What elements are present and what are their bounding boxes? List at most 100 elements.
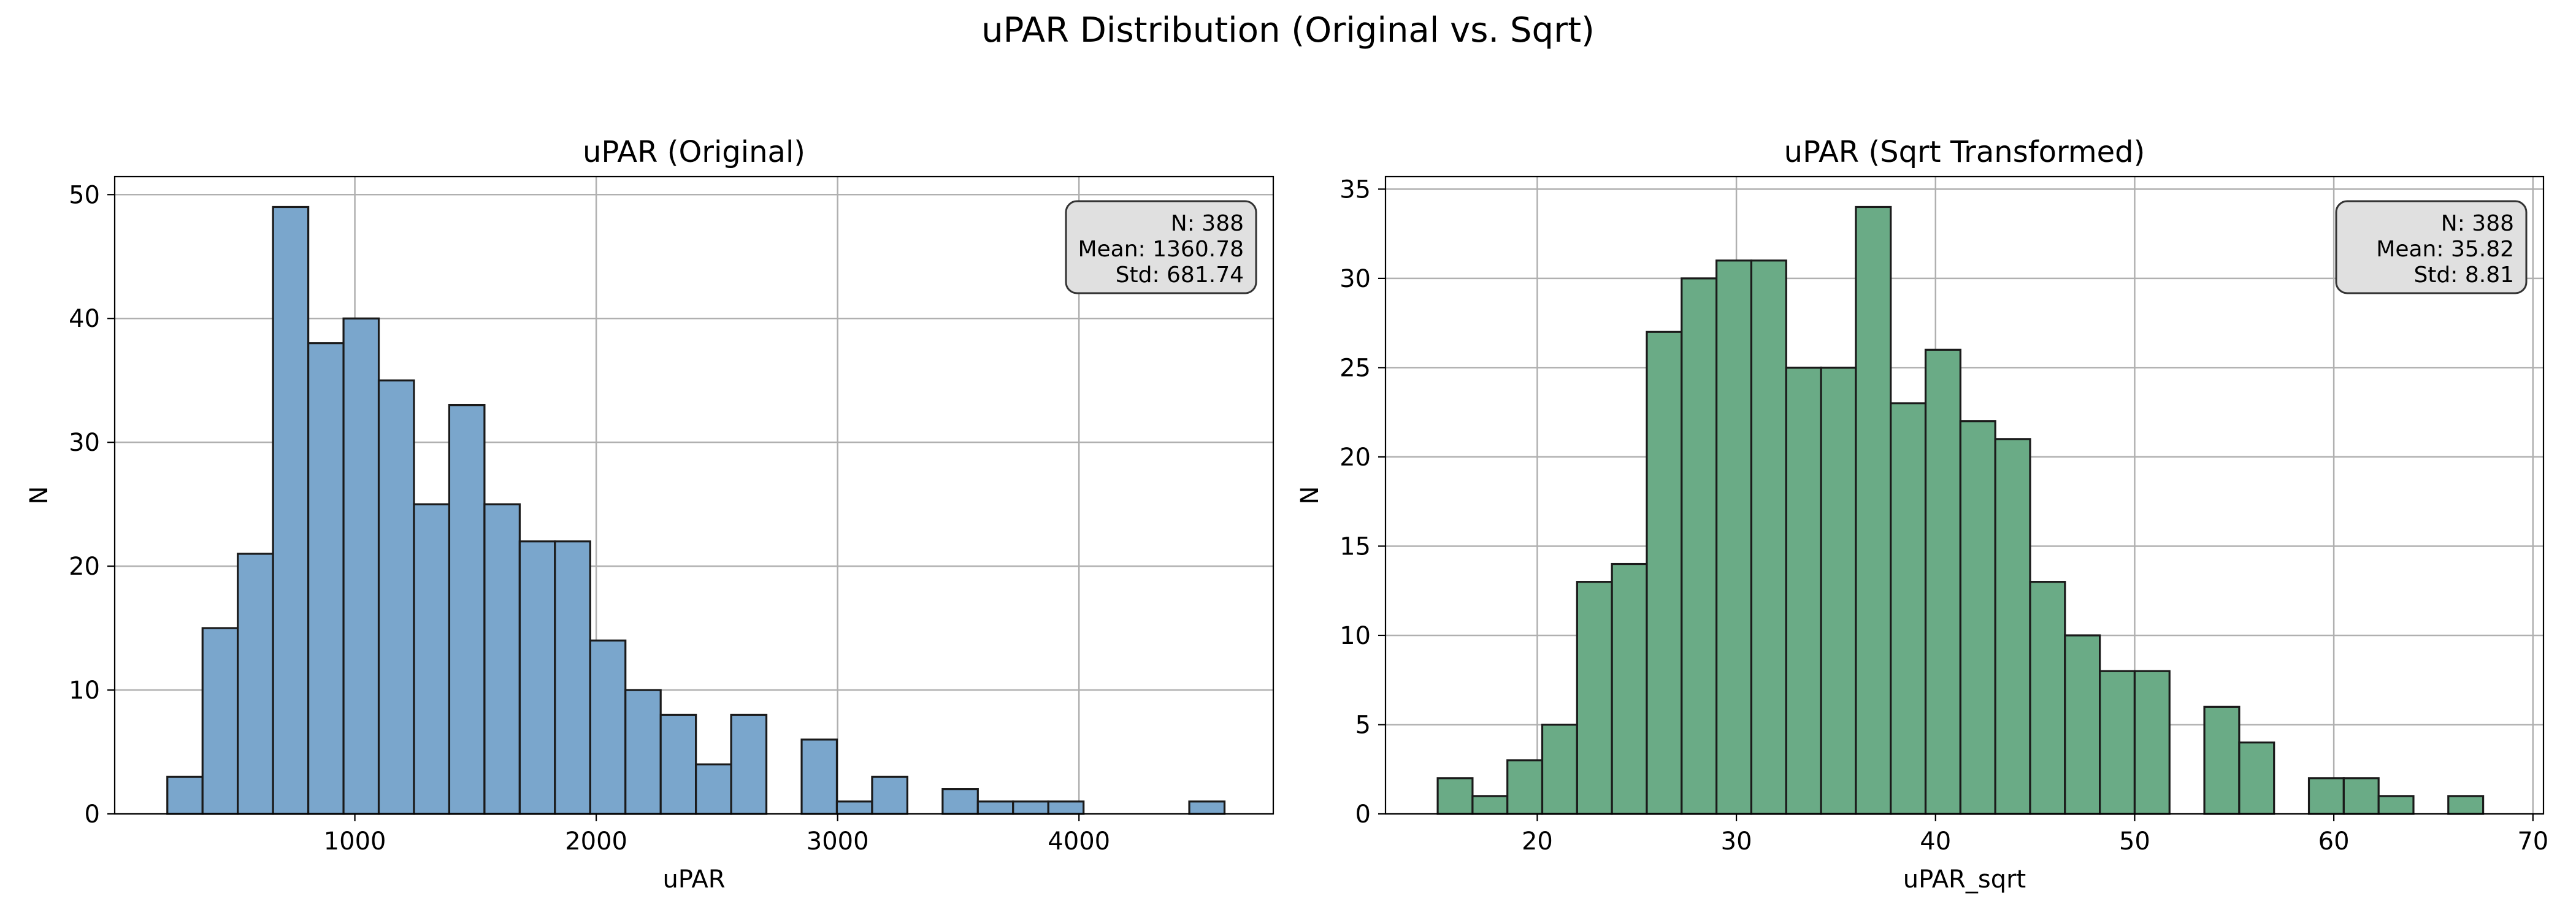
histogram-bar xyxy=(166,775,204,815)
histogram-bar xyxy=(1924,348,1961,815)
histogram-bar xyxy=(589,639,627,815)
axes-frame xyxy=(113,175,1275,815)
y-tick-label: 15 xyxy=(1340,532,1371,561)
histogram-bar xyxy=(2377,795,2415,815)
x-tick-label: 1000 xyxy=(324,827,386,856)
histogram-bar xyxy=(518,540,556,815)
histogram-bar xyxy=(342,317,380,815)
histogram-bar xyxy=(554,540,591,815)
x-tick-label: 4000 xyxy=(1048,827,1110,856)
histogram-bar xyxy=(272,205,310,815)
histogram-bar xyxy=(2447,795,2485,815)
histogram-bar xyxy=(1890,402,1927,815)
y-axis-label: N xyxy=(1296,486,1324,505)
x-tick-label: 60 xyxy=(2318,827,2350,856)
x-tick-label: 40 xyxy=(1920,827,1951,856)
stats-box-line: Std: 8.81 xyxy=(2413,263,2514,288)
histogram-bar xyxy=(1188,800,1226,815)
histogram-bar xyxy=(1820,366,1857,815)
y-tick-label: 50 xyxy=(69,181,100,209)
axes-frame xyxy=(1384,175,2545,815)
stats-box-line: Mean: 35.82 xyxy=(2376,237,2514,262)
x-tick-label: 30 xyxy=(1721,827,1752,856)
stats-box-background xyxy=(1065,200,1257,294)
histogram-bar xyxy=(1785,366,1822,815)
histogram-bar xyxy=(377,379,415,815)
histogram-bar xyxy=(1047,800,1085,815)
histogram-bar xyxy=(1681,277,1718,815)
histogram-bar xyxy=(2342,777,2380,815)
histogram-bar xyxy=(2064,634,2101,815)
subplot-1: 1000 2000 3000 4000 0 10 20 30 40 50 uPAR (Origina… xyxy=(25,135,1275,894)
x-axis-label: uPAR_sqrt xyxy=(1903,865,2026,894)
histogram-bar xyxy=(800,738,838,815)
histogram-bar xyxy=(2029,581,2066,815)
histogram-bar xyxy=(237,553,274,815)
histogram-bar xyxy=(976,800,1014,815)
histogram-bar xyxy=(1959,420,1996,815)
histogram-bar xyxy=(2099,670,2136,815)
y-tick-label: 5 xyxy=(1355,711,1371,739)
subplot-2: 20 30 40 50 60 70 0 5 10 15 20 25 30 35 uPAR (Sqrt Tra… xyxy=(1296,135,2548,894)
histogram-bar xyxy=(1576,581,1613,815)
y-tick-label: 10 xyxy=(1340,622,1371,650)
x-tick-label: 50 xyxy=(2119,827,2150,856)
histogram-bars xyxy=(166,205,1226,815)
histogram-bar xyxy=(1012,800,1049,815)
y-tick-label: 20 xyxy=(1340,443,1371,472)
subplot-title: uPAR (Original) xyxy=(583,135,805,169)
histogram-bar xyxy=(2307,777,2345,815)
histogram-bar xyxy=(1646,331,1683,815)
x-tick-label: 70 xyxy=(2517,827,2548,856)
histogram-bar xyxy=(941,788,979,815)
histogram-bar xyxy=(659,713,697,815)
histogram-bar xyxy=(2133,670,2171,815)
x-tick-label: 20 xyxy=(1522,827,1553,856)
histogram-bar xyxy=(1506,759,1544,815)
histogram-bar xyxy=(201,627,239,815)
histogram-bar xyxy=(695,763,732,815)
histogram-bar xyxy=(1471,795,1509,815)
histogram-bar xyxy=(1541,723,1578,815)
x-tick-label: 3000 xyxy=(807,827,869,856)
y-tick-label: 0 xyxy=(1355,800,1371,829)
x-axis-label: uPAR xyxy=(662,865,725,894)
y-tick-label: 10 xyxy=(69,677,100,705)
histogram-bar xyxy=(1436,777,1474,815)
stats-box-line: Mean: 1360.78 xyxy=(1078,237,1244,262)
histogram-bar xyxy=(1611,562,1648,815)
subplot-title: uPAR (Sqrt Transformed) xyxy=(1784,135,2145,169)
histogram-bar xyxy=(483,503,521,815)
y-tick-label: 30 xyxy=(1340,265,1371,293)
histogram-bars xyxy=(1436,205,2485,815)
y-tick-label: 30 xyxy=(69,429,100,457)
histogram-bar xyxy=(871,775,908,815)
histogram-bar xyxy=(307,342,345,815)
stats-box-background xyxy=(2335,200,2528,294)
histogram-bar xyxy=(730,713,768,815)
stats-box-line: Std: 681.74 xyxy=(1116,263,1244,288)
histogram-bar xyxy=(624,689,662,815)
y-tick-label: 0 xyxy=(85,800,100,829)
histogram-bar xyxy=(2238,741,2275,815)
y-tick-label: 20 xyxy=(69,553,100,581)
y-tick-label: 25 xyxy=(1340,354,1371,382)
stats-box-line: N: 388 xyxy=(1171,211,1244,236)
histogram-bar xyxy=(1855,205,1892,815)
histogram-bar xyxy=(448,404,486,815)
histogram-bar xyxy=(2203,705,2241,815)
x-tick-label: 2000 xyxy=(565,827,627,856)
histogram-bar xyxy=(413,503,451,815)
histogram-bar xyxy=(1715,259,1753,815)
histogram-bar xyxy=(835,800,873,815)
histogram-bar xyxy=(1994,438,2031,815)
stats-box-line: N: 388 xyxy=(2441,211,2514,236)
y-tick-label: 40 xyxy=(69,305,100,333)
figure-suptitle: uPAR Distribution (Original vs. Sqrt) xyxy=(981,10,1595,50)
y-axis-label: N xyxy=(25,486,53,505)
